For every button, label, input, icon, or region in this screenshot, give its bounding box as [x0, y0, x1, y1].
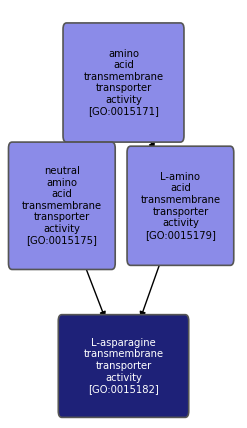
Text: amino
acid
transmembrane
transporter
activity
[GO:0015171]: amino acid transmembrane transporter act…	[83, 48, 164, 116]
FancyBboxPatch shape	[63, 23, 184, 142]
Text: neutral
amino
acid
transmembrane
transporter
activity
[GO:0015175]: neutral amino acid transmembrane transpo…	[22, 166, 102, 246]
Text: L-asparagine
transmembrane
transporter
activity
[GO:0015182]: L-asparagine transmembrane transporter a…	[83, 338, 164, 394]
FancyBboxPatch shape	[8, 142, 115, 270]
FancyBboxPatch shape	[58, 315, 189, 417]
Text: L-amino
acid
transmembrane
transporter
activity
[GO:0015179]: L-amino acid transmembrane transporter a…	[140, 172, 221, 240]
FancyBboxPatch shape	[127, 146, 234, 265]
